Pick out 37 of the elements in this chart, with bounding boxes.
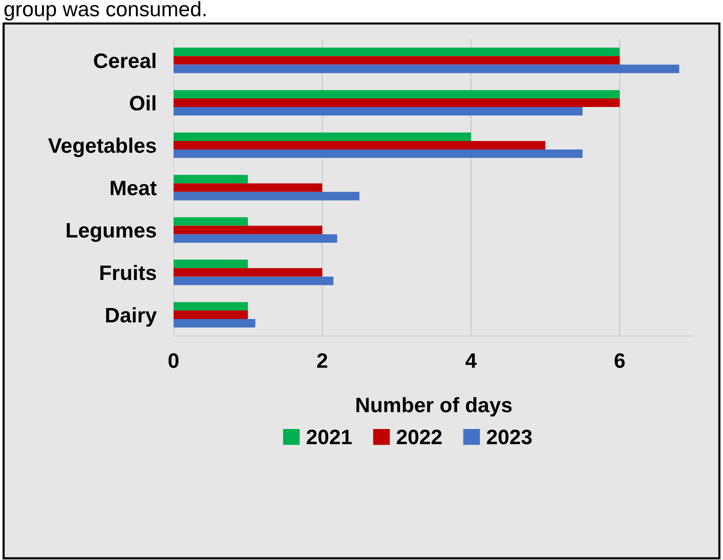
y-tick-label: Cereal [94,52,156,68]
bar [174,302,248,311]
bar [174,64,680,74]
text: group was consumed. [4,1,206,21]
bar [174,98,620,108]
y-tick-label: Legumes [66,223,156,242]
x-tick-label: 6 [614,353,625,368]
x-tick-label: 2 [317,353,328,368]
bar [174,234,338,243]
y-tick-label: Oil [130,95,156,111]
bar [174,192,360,200]
bar [174,149,583,158]
bar [174,90,620,99]
bar [174,56,620,65]
bar [174,310,248,320]
y-tick-label: Vegetables [48,138,156,158]
bar [174,174,248,184]
legend-label: 2023 [486,430,532,444]
y-tick-label: Meat [110,180,157,196]
bar [174,132,471,141]
bar [174,107,583,116]
bar [174,319,256,328]
bar [174,140,546,150]
y-tick-label: Dairy [106,307,157,327]
bar [174,226,322,234]
legend-label: 2021 [306,430,352,444]
x-tick-label: 0 [168,353,178,368]
bar [174,260,248,268]
bar [174,217,248,226]
x-axis-title: Number of days [356,397,512,417]
legend-label: 2022 [396,430,442,444]
x-tick-label: 4 [466,353,477,368]
y-tick-label: Fruits [100,264,156,280]
bar [174,268,322,277]
bar [174,276,334,286]
bar [174,183,322,192]
bar [174,48,620,56]
